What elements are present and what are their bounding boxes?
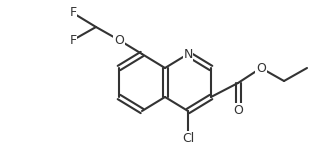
Text: F: F bbox=[69, 33, 77, 46]
Text: O: O bbox=[114, 33, 124, 46]
Text: O: O bbox=[233, 104, 243, 117]
Text: N: N bbox=[183, 47, 193, 60]
Text: O: O bbox=[256, 62, 266, 75]
Text: Cl: Cl bbox=[182, 131, 194, 144]
Text: F: F bbox=[69, 7, 77, 20]
